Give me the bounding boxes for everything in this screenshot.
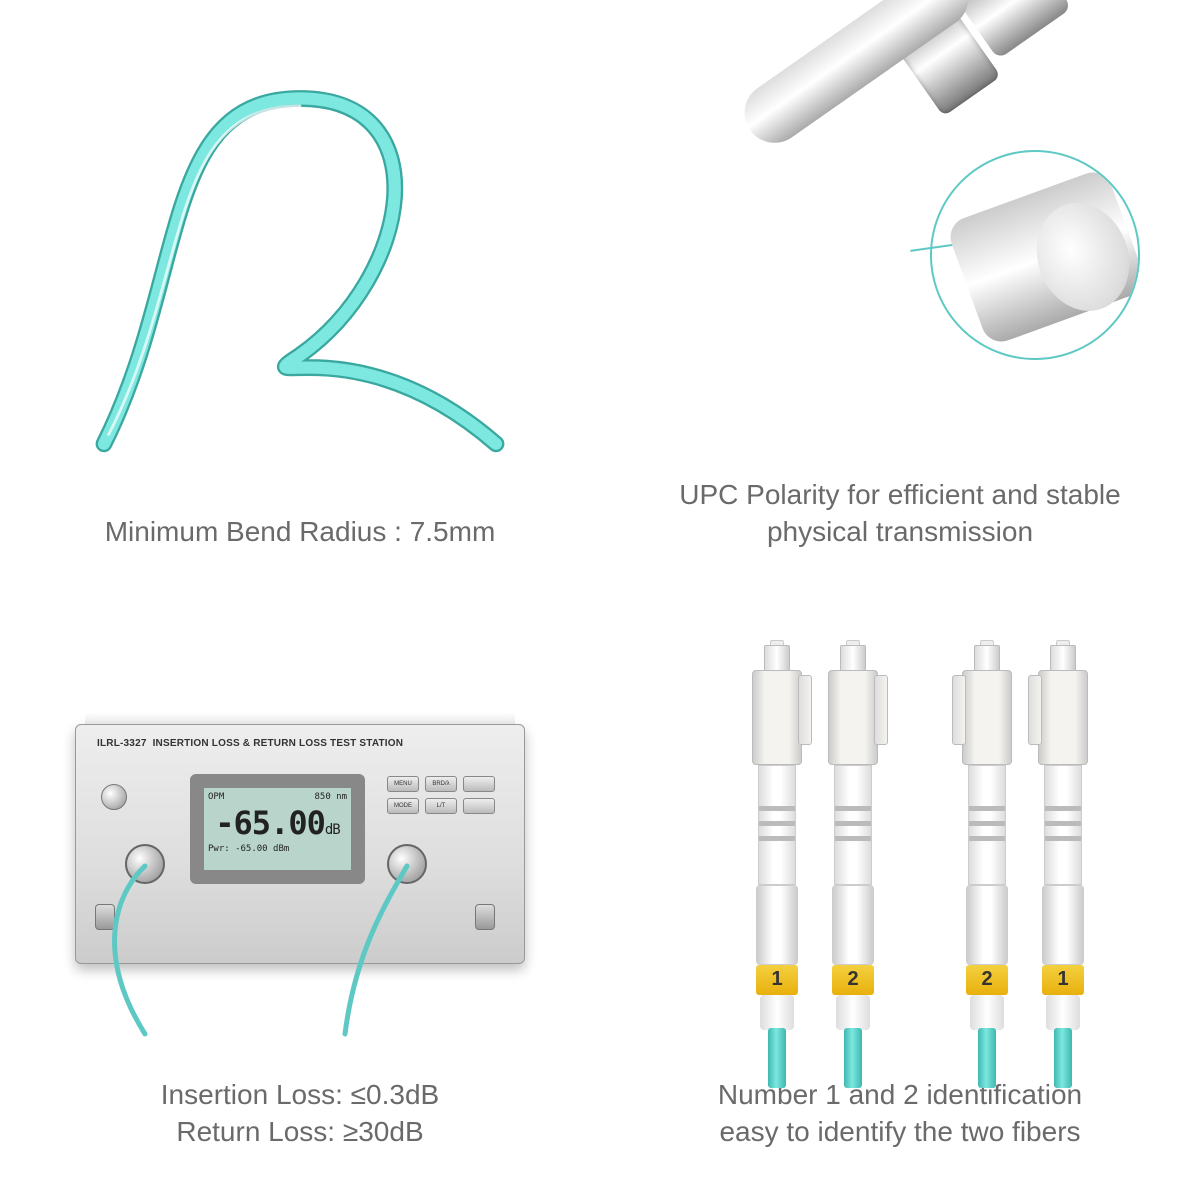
- test-station-device: ILRL-3327 INSERTION LOSS & RETURN LOSS T…: [55, 694, 545, 994]
- insertion-loss-text: Insertion Loss: ≤0.3dB: [161, 1077, 439, 1113]
- test-cable-icon: [55, 694, 545, 1054]
- ferrule-icon: [620, 20, 1180, 467]
- fiber-tag: 2: [966, 965, 1008, 995]
- lc-connector: 1: [742, 640, 812, 1060]
- connectors-caption: Number 1 and 2 identification easy to id…: [698, 1067, 1102, 1180]
- infographic-grid: Minimum Bend Radius : 7.5mm UPC Polarity…: [0, 0, 1200, 1200]
- cell-upc-polarity: UPC Polarity for efficient and stable ph…: [600, 0, 1200, 600]
- upc-graphic: [620, 20, 1180, 467]
- cell-connectors: 1 2: [600, 600, 1200, 1200]
- cell-test-station: ILRL-3327 INSERTION LOSS & RETURN LOSS T…: [0, 600, 600, 1200]
- fiber-tag: 2: [832, 965, 874, 995]
- bend-radius-graphic: [20, 20, 580, 504]
- bend-radius-caption: Minimum Bend Radius : 7.5mm: [85, 504, 516, 580]
- connectors-caption-l2: easy to identify the two fibers: [718, 1114, 1082, 1150]
- latch-icon: [1028, 675, 1042, 745]
- test-station-caption: Insertion Loss: ≤0.3dB Return Loss: ≥30d…: [141, 1067, 459, 1180]
- upc-caption: UPC Polarity for efficient and stable ph…: [620, 467, 1180, 580]
- cell-bend-radius: Minimum Bend Radius : 7.5mm: [0, 0, 600, 600]
- return-loss-text: Return Loss: ≥30dB: [161, 1114, 439, 1150]
- latch-icon: [952, 675, 966, 745]
- lc-connector: 2: [818, 640, 888, 1060]
- cable-loop-icon: [20, 20, 580, 504]
- fiber-tag: 1: [1042, 965, 1084, 995]
- lc-connector: 1: [1028, 640, 1098, 1060]
- connectors-graphic: 1 2: [620, 620, 1180, 1067]
- test-station-graphic: ILRL-3327 INSERTION LOSS & RETURN LOSS T…: [20, 620, 580, 1067]
- zoom-circle-icon: [930, 150, 1140, 360]
- fiber-tag: 1: [756, 965, 798, 995]
- connector-pair-left: 1 2: [730, 640, 900, 1060]
- latch-icon: [874, 675, 888, 745]
- connector-pair-right: 2 1: [940, 640, 1110, 1060]
- latch-icon: [798, 675, 812, 745]
- lc-connector: 2: [952, 640, 1022, 1060]
